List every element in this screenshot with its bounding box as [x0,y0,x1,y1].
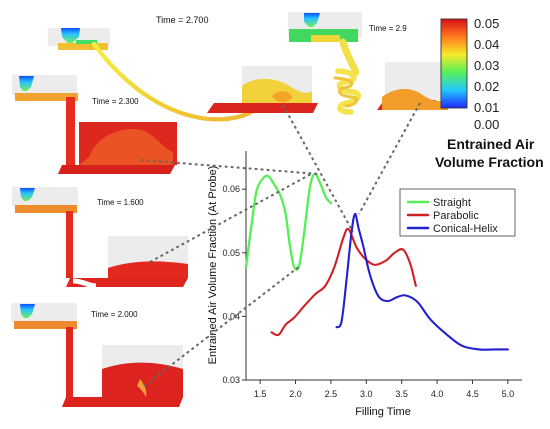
ladle-time-2-3 [19,76,34,91]
ladle-time-2-0 [20,304,35,318]
y-axis-label: Entrained Air Volume Fraction (At Probe) [207,166,219,365]
downsprue-time-2-3 [66,97,75,165]
downsprue-time-2-0 [66,327,73,397]
y-tick-label: 0.04 [222,311,240,321]
gap-time-1-6 [72,278,97,289]
annotation-time-2-0: Time = 2.000 [91,310,138,319]
annotation-time-2-9: Time = 2.9 [369,24,407,33]
vertical-jet-time-2-9 [339,38,360,76]
base-runner-time-1-6 [66,278,188,287]
y-tick-label: 0.06 [222,184,240,194]
helix-shadow-time-2-9 [333,76,358,108]
simulation-panel-time-2-0: Time = 2.000 [11,303,183,407]
colorbar-tick-0-04: 0.04 [474,37,499,52]
series-line-parabolic [270,227,417,337]
x-tick-label: 3.0 [360,389,373,399]
base-runner-time-2-0 [62,397,183,407]
legend-label: Parabolic [433,210,479,222]
vortex-time-2-3 [79,129,173,165]
legend-box [399,188,516,237]
colorbar-tick-0-02: 0.02 [474,79,499,94]
simulation-panel-time-2-7: Time = 2.700 [48,15,318,122]
chamber-fill-time-2-7 [242,78,312,103]
annotation-time-2-3: Time = 2.300 [92,97,139,106]
curved-sprue-time-2-7 [91,41,258,122]
runner-base-time-2-7 [207,103,318,113]
mix-band-top-left [76,40,97,44]
colorbar-label-line-1: Entrained Air [447,136,535,152]
helix-coil-time-2-9 [335,68,361,115]
mix-band-time-1-6 [15,205,77,213]
simulation-panel-time-1-6: Time = 1.600 [12,187,188,289]
colorbar-tick-0-01: 0.01 [474,100,499,115]
connector-panel-2-7 [282,104,354,233]
swirl-time-2-0 [137,379,147,397]
simulation-panel-time-2-3: Time = 2.300 [12,75,177,174]
simulation-left-stack: Time = 2.300 Time = 1.600 Time = 2.000 [11,75,188,407]
x-tick-label: 3.5 [395,389,408,399]
connector-panel-1-6 [149,173,312,263]
ladle-top-right [304,13,320,27]
hot-zone-top-right [311,35,340,42]
series-line-conical-helix [335,212,509,351]
downsprue-time-1-6 [66,211,73,278]
legend-label: Conical-Helix [433,223,498,235]
ladle-time-1-6 [20,188,35,201]
entrained-air-chart: Filling Time Entrained Air Volume Fracti… [207,151,522,418]
runner-top-left [58,43,108,50]
base-runner-time-2-3 [58,165,175,174]
simulation-panel-time-2-9: Time = 2.9 [288,12,449,115]
y-tick-label: 0.05 [222,248,240,258]
annotation-time-1-6: Time = 1.600 [97,198,144,207]
x-tick-label: 5.0 [502,389,515,399]
x-tick-label: 1.5 [254,389,267,399]
connector-lines [140,102,421,387]
x-tick-label: 4.0 [431,389,444,399]
connector-panel-2-0 [143,265,301,387]
chamber-fill-time-2-0 [102,362,183,397]
colorbar-tick-0-05: 0.05 [474,16,499,31]
legend-label: Straight [433,197,471,209]
colorbar-scale [440,18,468,109]
annotation-time-2-7: Time = 2.700 [156,15,208,25]
series-line-straight [244,172,333,271]
chamber-fill-time-1-6 [108,261,188,278]
mix-band-time-2-0 [14,321,77,329]
colorbar-tick-0-00: 0.00 [474,117,499,132]
x-tick-label: 2.0 [289,389,302,399]
colorbar-tick-0-03: 0.03 [474,58,499,73]
colorbar-label-line-2: Volume Fraction [435,154,544,170]
swirl-time-2-7 [272,91,292,103]
series-layer [244,172,509,351]
chamber-fill-time-2-9 [382,88,448,110]
mix-band-time-2-3 [15,93,78,101]
colorbar: 0.05 0.04 0.03 0.02 0.01 0.00 Entrained … [435,16,544,170]
ladle-top-left [61,28,80,43]
x-axis-label: Filling Time [355,406,411,418]
x-tick-label: 4.5 [466,389,479,399]
x-ticks: 1.5 2.0 2.5 3.0 3.5 4.0 4.5 5.0 [254,380,514,399]
x-tick-label: 2.5 [325,389,338,399]
y-ticks: 0.03 0.04 0.05 0.06 [222,184,246,385]
y-tick-label: 0.03 [222,375,240,385]
